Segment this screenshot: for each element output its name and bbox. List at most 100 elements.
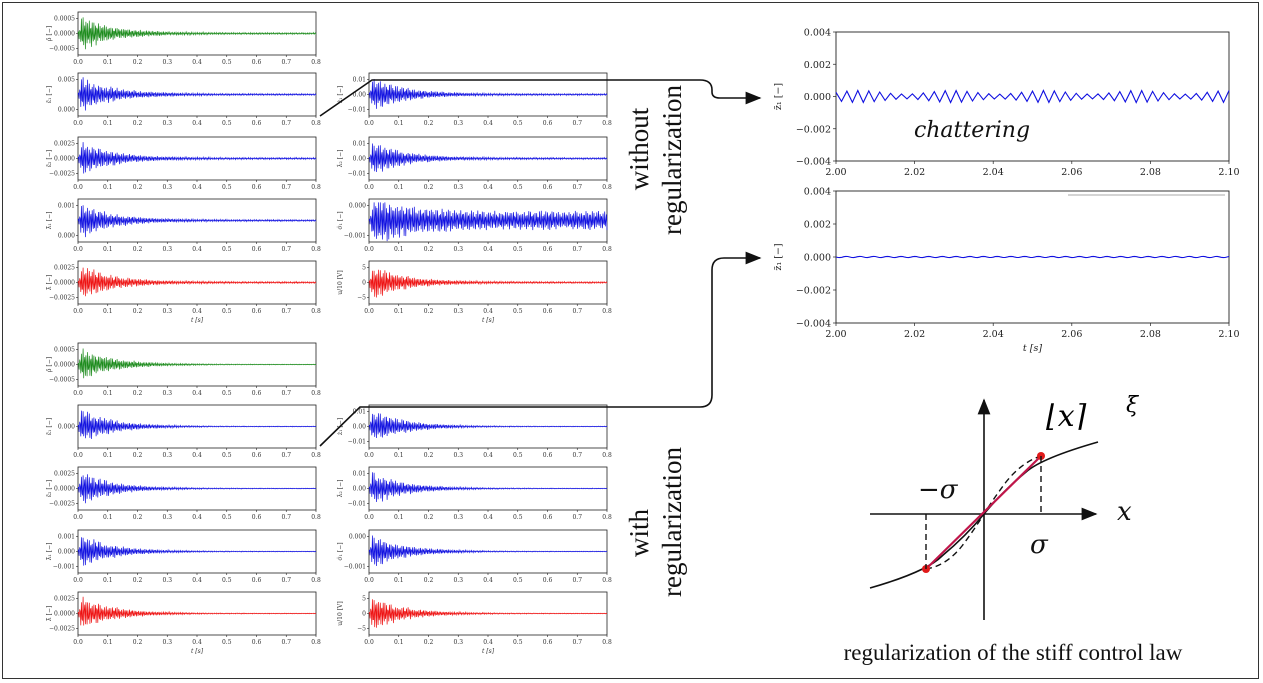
subplot: 0.0025 0.0000 −0.0025 λ̃ [−] 0.0 0.1 0.2 0.3 0.4… bbox=[46, 260, 321, 324]
x-tick-label: 0.7 bbox=[281, 639, 291, 646]
signal-trace bbox=[77, 77, 317, 111]
x-tick-label: 0.2 bbox=[133, 246, 143, 253]
x-tick-label: 0.1 bbox=[103, 59, 113, 66]
x-tick-label: 0.7 bbox=[572, 120, 582, 127]
y-axis-label: ε̄₁ [−] bbox=[46, 86, 53, 103]
x-tick-label: 2.06 bbox=[1061, 329, 1082, 340]
x-tick-label: 0.3 bbox=[162, 639, 172, 646]
y-tick-label: 0.002 bbox=[804, 60, 831, 71]
signal-trace bbox=[77, 205, 317, 238]
y-axis-label: λ̇₂ [−] bbox=[337, 150, 344, 168]
y-tick-label: −5 bbox=[357, 295, 366, 302]
x-tick-label: 0.2 bbox=[424, 246, 434, 253]
x-tick-label: 2.10 bbox=[1218, 167, 1239, 178]
x-tick-label: 0.5 bbox=[513, 120, 523, 127]
x-tick-label: 0.8 bbox=[311, 639, 321, 646]
x-tick-label: 0.0 bbox=[73, 308, 83, 315]
x-tick-label: 0.4 bbox=[192, 184, 202, 191]
subplot: 0.01 0.00 −0.01 λ̇₂ [−] 0.0 0.1 0.2 0.3 0.4 0.5 0.… bbox=[337, 466, 612, 521]
y-axis-label: σ̇₁ [−] bbox=[337, 542, 344, 560]
x-tick-label: 0.3 bbox=[162, 577, 172, 584]
x-tick-label: 2.08 bbox=[1140, 329, 1161, 340]
y-tick-label: 0.005 bbox=[58, 76, 75, 83]
y-tick-label: 0.000 bbox=[58, 549, 75, 556]
x-tick-label: 0.0 bbox=[364, 120, 374, 127]
x-tick-label: 0.1 bbox=[103, 452, 113, 459]
x-tick-label: 0.8 bbox=[311, 577, 321, 584]
y-tick-label: 0.0000 bbox=[54, 156, 75, 163]
x-tick-label: 0.2 bbox=[133, 452, 143, 459]
y-tick-label: −0.001 bbox=[344, 564, 366, 571]
x-tick-label: 0.1 bbox=[103, 246, 113, 253]
subplot: 5 0 −5 u/10 [V] 0.0 0.1 0.2 0.3 0.4 0.5 0.6 0.7 0.8 t… bbox=[337, 260, 612, 324]
x-tick-label: 0.1 bbox=[103, 120, 113, 127]
x-tick-label: 0.3 bbox=[453, 120, 463, 127]
x-tick-label: 0.0 bbox=[364, 639, 374, 646]
x-tick-label: 0.2 bbox=[133, 184, 143, 191]
x-tick-label: 0.0 bbox=[364, 246, 374, 253]
y-tick-label: −0.0025 bbox=[49, 295, 75, 302]
x-tick-label: 0.4 bbox=[192, 577, 202, 584]
y-tick-label: 0.000 bbox=[804, 253, 831, 264]
signal-trace bbox=[77, 142, 317, 174]
x-tick-label: 0.5 bbox=[513, 639, 523, 646]
x-tick-label: 0.6 bbox=[252, 514, 262, 521]
y-axis-label: ρ̄ [−] bbox=[46, 357, 53, 372]
subplot: 0.0005 0.0000 −0.0005 ρ̄ [−] 0.0 0.1 0.2 0.3 0.4… bbox=[46, 342, 321, 397]
x-tick-label: 0.4 bbox=[192, 59, 202, 66]
x-tick-label: 0.2 bbox=[424, 120, 434, 127]
x-tick-label: 0.7 bbox=[281, 308, 291, 315]
x-tick-label: 0.5 bbox=[222, 59, 232, 66]
y-tick-label: 0.0000 bbox=[54, 611, 75, 618]
x-tick-label: 2.04 bbox=[983, 329, 1004, 340]
signal-trace bbox=[368, 535, 608, 567]
y-axis-label: ż₁ [−] bbox=[337, 86, 344, 103]
x-tick-label: 0.6 bbox=[543, 120, 553, 127]
with-regularization-label: regularization bbox=[657, 447, 687, 597]
with-label: with bbox=[624, 509, 654, 558]
x-tick-label: 0.4 bbox=[483, 120, 493, 127]
y-tick-label: 0.00 bbox=[353, 486, 367, 493]
x-tick-label: 2.02 bbox=[904, 329, 925, 340]
x-tick-label: 0.6 bbox=[252, 639, 262, 646]
y-tick-label: 0.000 bbox=[58, 233, 75, 240]
connector-arrow-bottom bbox=[319, 251, 762, 447]
signal-trace bbox=[368, 472, 608, 503]
x-tick-label: 0.1 bbox=[394, 452, 404, 459]
x-tick-label: 2.04 bbox=[983, 167, 1004, 178]
x-tick-label: 0.1 bbox=[394, 184, 404, 191]
x-tick-label: 0.6 bbox=[543, 639, 553, 646]
y-axis-label: λ̇₂ [−] bbox=[337, 480, 344, 498]
y-tick-label: −0.0005 bbox=[49, 377, 75, 384]
connector-arrow-top bbox=[319, 79, 762, 117]
y-tick-label: 0.01 bbox=[353, 470, 366, 477]
x-tick-label: 0.2 bbox=[424, 184, 434, 191]
x-tick-label: 0.4 bbox=[483, 184, 493, 191]
y-tick-label: 0.0000 bbox=[54, 362, 75, 369]
y-axis-label: u/10 [V] bbox=[337, 601, 344, 625]
signal-trace bbox=[77, 474, 317, 504]
x-tick-label: 0.1 bbox=[394, 577, 404, 584]
x-tick-label: 0.3 bbox=[162, 514, 172, 521]
x-tick-label: 0.7 bbox=[281, 577, 291, 584]
x-tick-label: 0.0 bbox=[364, 452, 374, 459]
x-tick-label: 0.2 bbox=[424, 452, 434, 459]
y-axis-label: z̃₁ [−] bbox=[773, 83, 784, 110]
x-tick-label: 0.8 bbox=[602, 308, 612, 315]
x-tick-label: 0.1 bbox=[103, 514, 113, 521]
x-tick-label: 2.00 bbox=[825, 329, 846, 340]
pos-sigma-label: σ bbox=[1030, 530, 1049, 560]
x-tick-label: 0.6 bbox=[252, 184, 262, 191]
x-tick-label: 0.6 bbox=[543, 184, 553, 191]
y-axis-label: z̃₁ [−] bbox=[773, 243, 784, 270]
x-tick-label: 0.8 bbox=[311, 308, 321, 315]
x-tick-label: 0.7 bbox=[572, 184, 582, 191]
signal-trace bbox=[77, 410, 317, 440]
x-tick-label: 0.1 bbox=[103, 577, 113, 584]
x-tick-label: 0.3 bbox=[162, 184, 172, 191]
